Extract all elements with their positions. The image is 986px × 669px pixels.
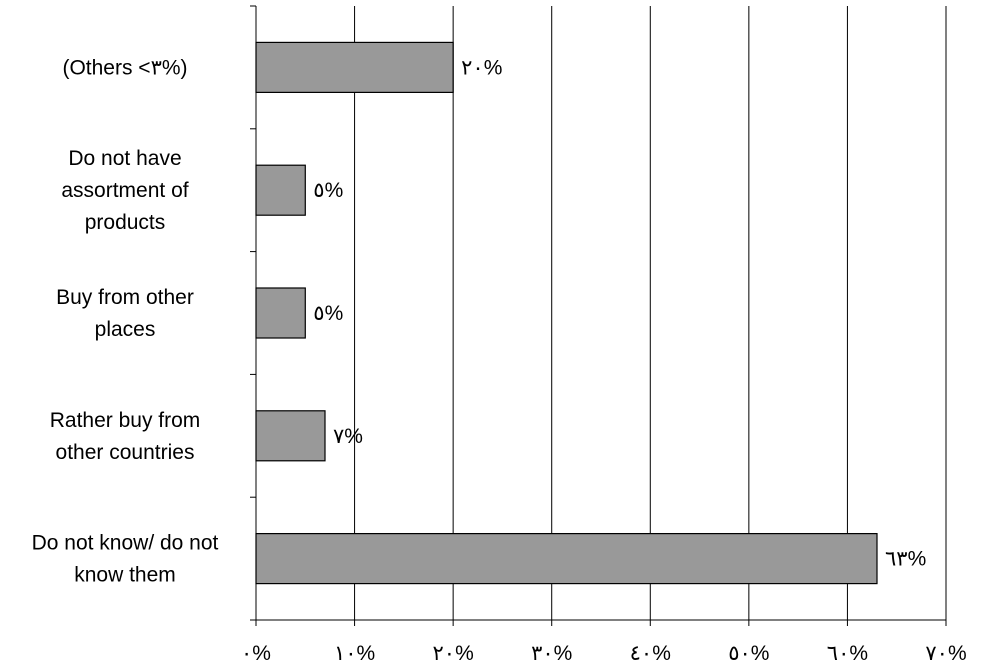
category-label-line: products [85,211,166,234]
bar [255,532,878,585]
category-label-line: Do not have [68,147,181,170]
category-label: Do not have assortment of products [61,147,188,234]
x-tick-label: ٣٠% [531,642,572,665]
category-label-line: places [95,318,156,341]
bar [255,410,326,462]
category-label-line: Buy from other [56,286,194,309]
bar [255,164,306,216]
x-tick-labels: ٠% ١٠% ٢٠% ٣٠% ٤٠% ٥٠% ٦٠% ٧٠% [241,642,967,665]
category-labels: (Others <٣%) Do not have assortment of prod… [32,56,219,586]
data-labels: ٢٠% ٥% ٥% ٧% ٦٣% [313,56,926,570]
data-label: ٦٣% [885,548,926,571]
data-label: ٧% [333,425,363,448]
axes [250,5,947,626]
category-label-line: know them [74,564,176,587]
category-label: (Others <٣%) [62,56,187,79]
x-tick-label: ٠% [241,642,271,665]
data-label: ٥% [313,302,343,325]
category-label-line: Rather buy from [50,409,201,432]
category-label-line: other countries [56,441,195,464]
x-tick-label: ٧٠% [925,642,966,665]
x-tick-label: ٢٠% [433,642,474,665]
bar [255,287,306,339]
category-label: Do not know/ do not know them [32,532,219,587]
bar [255,41,454,94]
x-tick-label: ٦٠% [827,642,868,665]
x-tick-label: ٥٠% [728,642,769,665]
bars [255,41,878,585]
x-tick-label: ١٠% [334,642,375,665]
category-label-line: Do not know/ do not [32,532,219,555]
data-label: ٥% [313,179,343,202]
category-label: Buy from other places [56,286,194,341]
category-label: Rather buy from other countries [50,409,201,464]
data-label: ٢٠% [461,56,502,79]
category-label-line: (Others <٣%) [62,56,187,79]
x-tick-label: ٤٠% [630,642,671,665]
grid-lines [354,6,947,620]
category-label-line: assortment of [61,179,188,202]
